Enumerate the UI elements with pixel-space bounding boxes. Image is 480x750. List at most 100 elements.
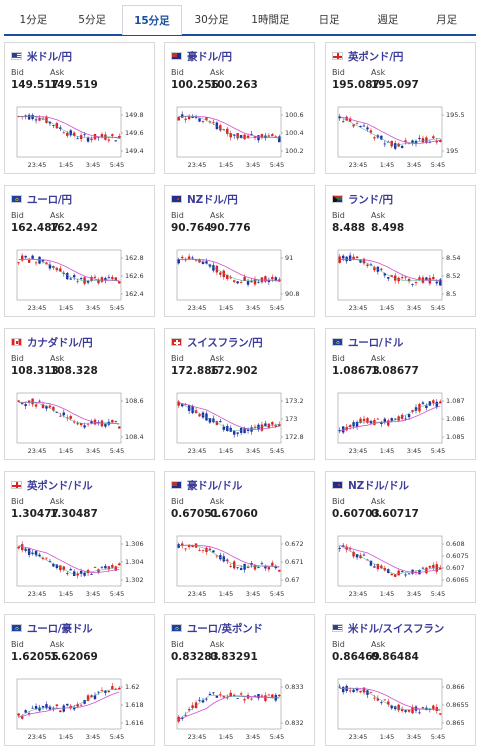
x-tick-label: 1:45 [59, 447, 74, 455]
price-chart[interactable]: 0.608 0.6075 0.607 0.6065 23:45 1:45 3:45 5:45 [330, 530, 473, 602]
candle-body [34, 262, 38, 264]
tab-timeframe[interactable]: 日足 [318, 13, 340, 26]
x-tick-label: 1:45 [380, 733, 395, 741]
candle-body [239, 427, 243, 433]
currency-card[interactable]: カナダドル/円 Bid Ask 108.313 108.328 108.6 108.4 23:… [4, 328, 155, 460]
candle-body [260, 424, 264, 431]
pair-name[interactable]: 米ドル/スイスフラン [348, 622, 445, 635]
candle-body [383, 143, 387, 145]
pair-name[interactable]: NZドル/ドル [348, 479, 409, 492]
candle-body [257, 135, 260, 141]
x-tick-label: 23:45 [349, 733, 368, 741]
price-chart[interactable]: 149.8 149.6 149.4 23:45 1:45 3:45 5:45 [9, 101, 152, 173]
candle-body [79, 570, 83, 574]
x-tick-label: 5:45 [270, 447, 285, 455]
y-tick-label: 8.5 [446, 290, 456, 298]
tab-timeframe[interactable]: 15分足 [121, 5, 183, 35]
currency-card[interactable]: 英ポンド/ドル Bid Ask 1.30477 1.30487 1.306 1.304 1.3… [4, 471, 155, 603]
price-chart[interactable]: 108.6 108.4 23:45 1:45 3:45 5:45 [9, 387, 152, 459]
candlestick-chart: 108.6 108.4 23:45 1:45 3:45 5:45 [16, 392, 144, 455]
price-chart[interactable]: 173.2 173 172.8 23:45 1:45 3:45 5:45 [169, 387, 312, 459]
candle-body [72, 571, 76, 576]
pair-name[interactable]: 豪ドル/ドル [187, 479, 243, 492]
price-chart[interactable]: 1.087 1.086 1.085 23:45 1:45 3:45 5:45 [330, 387, 473, 459]
currency-card[interactable]: ユーロ/英ポンド Bid Ask 0.83283 0.83291 0.833 0.832 23… [164, 614, 315, 746]
currency-card[interactable]: ユーロ/円 Bid Ask 162.487 162.492 162.8 162.6 162.4… [4, 185, 155, 317]
price-chart[interactable]: 1.306 1.304 1.302 23:45 1:45 3:45 5:45 [9, 530, 152, 602]
flag-icon [332, 624, 343, 632]
currency-card[interactable]: 米ドル/スイスフラン Bid Ask 0.86469 0.86484 0.866 0.865… [325, 614, 476, 746]
candle-body [390, 275, 393, 277]
currency-card[interactable]: NZドル/ドル Bid Ask 0.60703 0.60717 0.608 0.6075 0.… [325, 471, 476, 603]
currency-card[interactable]: ユーロ/豪ドル Bid Ask 1.62055 1.62069 1.62 1.618 1.61… [4, 614, 155, 746]
candle-body [38, 707, 41, 711]
x-tick-label: 3:45 [86, 161, 101, 169]
candle-body [376, 418, 380, 420]
currency-card[interactable]: 豪ドル/ドル Bid Ask 0.67051 0.67060 0.672 0.671 0.67… [164, 471, 315, 603]
pair-name[interactable]: ユーロ/豪ドル [27, 622, 93, 635]
candle-body [45, 405, 48, 409]
price-chart[interactable]: 8.54 8.52 8.5 23:45 1:45 3:45 5:45 [330, 244, 473, 316]
candlestick-chart: 1.087 1.086 1.085 23:45 1:45 3:45 5:45 [337, 392, 465, 455]
candle-body [397, 143, 400, 147]
candle-body [400, 570, 404, 572]
candle-body [435, 140, 439, 143]
tab-timeframe[interactable]: 5分足 [78, 13, 106, 26]
bid-value: 149.517 [11, 79, 59, 91]
candle-body [83, 134, 86, 136]
pair-name[interactable]: ユーロ/円 [27, 193, 72, 206]
candle-body [201, 549, 205, 551]
pair-name[interactable]: ランド/円 [348, 193, 393, 206]
candle-body [407, 142, 411, 144]
x-tick-label: 23:45 [349, 447, 368, 455]
pair-name[interactable]: スイスフラン/円 [187, 336, 263, 349]
price-chart[interactable]: 162.8 162.6 162.4 23:45 1:45 3:45 5:45 [9, 244, 152, 316]
currency-card[interactable]: ユーロ/ドル Bid Ask 1.08673 1.08677 1.087 1.086 1.08… [325, 328, 476, 460]
candlestick-chart: 149.8 149.6 149.4 23:45 1:45 3:45 5:45 [16, 106, 144, 169]
candle-body [239, 135, 243, 139]
price-chart[interactable]: 91 90.8 23:45 1:45 3:45 5:45 [169, 244, 312, 316]
pair-name[interactable]: 豪ドル/円 [187, 50, 232, 63]
price-chart[interactable]: 195.5 195 23:45 1:45 3:45 5:45 [330, 101, 473, 173]
x-tick-label: 23:45 [349, 304, 368, 312]
price-chart[interactable]: 0.866 0.8655 0.865 23:45 1:45 3:45 5:45 [330, 673, 473, 745]
tab-timeframe[interactable]: 1分足 [19, 13, 48, 26]
pair-name[interactable]: カナダドル/円 [27, 336, 93, 349]
pair-name[interactable]: 英ポンド/ドル [27, 479, 93, 492]
pair-name[interactable]: 英ポンド/円 [348, 50, 404, 63]
flag-icon [11, 52, 22, 60]
tab-timeframe[interactable]: 1時間足 [251, 13, 290, 26]
price-chart[interactable]: 0.672 0.671 0.67 23:45 1:45 3:45 5:45 [169, 530, 312, 602]
currency-card[interactable]: 豪ドル/円 Bid Ask 100.256 100.263 100.6 100.4 100.2… [164, 42, 315, 174]
price-chart[interactable]: 100.6 100.4 100.2 23:45 1:45 3:45 5:45 [169, 101, 312, 173]
pair-name[interactable]: 米ドル/円 [27, 50, 72, 63]
candle-body [100, 134, 104, 138]
pair-name[interactable]: ユーロ/ドル [348, 336, 404, 349]
candlestick-chart: 0.672 0.671 0.67 23:45 1:45 3:45 5:45 [176, 535, 304, 598]
pair-name[interactable]: NZドル/円 [187, 193, 238, 206]
candle-body [246, 429, 250, 431]
candle-body [194, 702, 198, 709]
y-tick-label: 172.8 [285, 433, 304, 441]
ask-value: 172.902 [210, 365, 258, 377]
x-tick-label: 23:45 [188, 733, 207, 741]
x-tick-label: 1:45 [219, 733, 234, 741]
bid-value: 0.60703 [332, 508, 380, 520]
candle-body [208, 693, 212, 695]
currency-card[interactable]: 英ポンド/円 Bid Ask 195.087 195.097 195.5 195 23:45 1… [325, 42, 476, 174]
pair-name[interactable]: ユーロ/英ポンド [187, 622, 263, 635]
card-header: ランド/円 [332, 192, 393, 206]
currency-card[interactable]: 米ドル/円 Bid Ask 149.517 149.519 149.8 149.6 149.4… [4, 42, 155, 174]
flag-icon [332, 338, 343, 346]
candle-body [180, 114, 184, 118]
tab-timeframe[interactable]: 月足 [436, 13, 458, 26]
currency-card[interactable]: スイスフラン/円 Bid Ask 172.886 172.902 173.2 173 172.… [164, 328, 315, 460]
y-tick-label: 0.672 [285, 540, 304, 548]
candle-body [407, 278, 411, 282]
tab-timeframe[interactable]: 30分足 [194, 13, 229, 26]
price-chart[interactable]: 1.62 1.618 1.616 23:45 1:45 3:45 5:45 [9, 673, 152, 745]
tab-timeframe[interactable]: 週足 [377, 13, 399, 26]
currency-card[interactable]: ランド/円 Bid Ask 8.488 8.498 8.54 8.52 8.5 23:45 1:4… [325, 185, 476, 317]
price-chart[interactable]: 0.833 0.832 23:45 1:45 3:45 5:45 [169, 673, 312, 745]
currency-card[interactable]: NZドル/円 Bid Ask 90.764 90.776 91 90.8 23:45 1:45 3… [164, 185, 315, 317]
